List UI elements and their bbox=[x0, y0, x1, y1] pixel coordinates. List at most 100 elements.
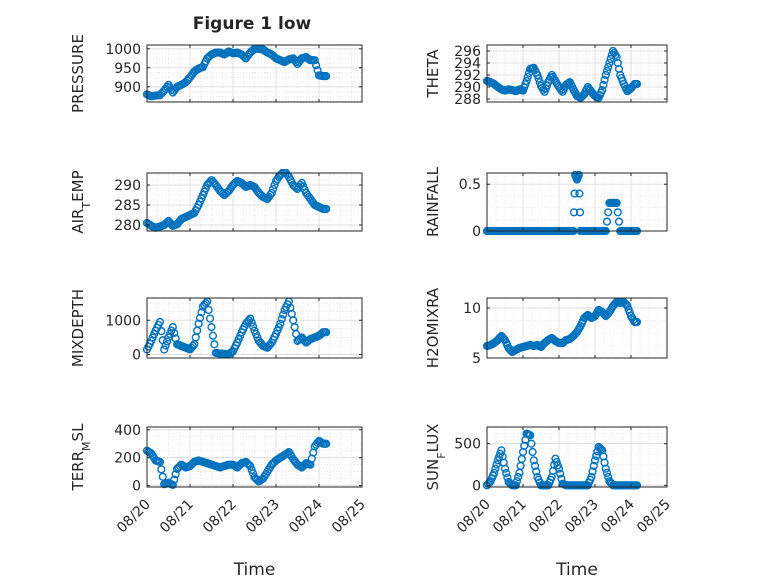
data-point bbox=[207, 323, 216, 332]
data-point bbox=[604, 208, 613, 217]
y-axis-label: AIRTEMP bbox=[69, 170, 93, 233]
data-point bbox=[632, 481, 642, 490]
data-point bbox=[253, 475, 262, 485]
data-point bbox=[514, 472, 523, 482]
data-point bbox=[612, 198, 621, 208]
subplot-6: 5 10 H2OMIXRA bbox=[424, 287, 668, 368]
data-point bbox=[171, 470, 180, 479]
series-points bbox=[143, 44, 331, 101]
y-tick-label: 294 bbox=[454, 56, 481, 72]
data-point bbox=[492, 460, 501, 469]
y-tick-label: 0 bbox=[472, 478, 481, 494]
axes-box bbox=[146, 172, 363, 232]
data-point bbox=[160, 345, 169, 354]
data-point bbox=[485, 478, 494, 487]
y-tick-label: 400 bbox=[114, 423, 141, 439]
data-point bbox=[269, 184, 278, 194]
data-point bbox=[632, 79, 642, 89]
data-point bbox=[162, 218, 172, 227]
data-point bbox=[162, 337, 172, 346]
data-point bbox=[155, 457, 165, 466]
data-point bbox=[614, 217, 624, 226]
data-point bbox=[556, 469, 565, 478]
data-point bbox=[569, 208, 579, 217]
data-point bbox=[499, 334, 508, 343]
axes-box bbox=[486, 426, 668, 488]
data-point bbox=[602, 66, 612, 76]
data-point bbox=[598, 85, 607, 95]
axes-box bbox=[486, 172, 668, 232]
data-point bbox=[194, 319, 203, 328]
data-point bbox=[533, 70, 542, 80]
data-point bbox=[157, 327, 166, 336]
data-point bbox=[529, 456, 538, 465]
data-point bbox=[527, 439, 536, 448]
y-tick-label: 500 bbox=[454, 437, 481, 453]
y-tick-label: 290 bbox=[114, 178, 141, 194]
y-tick-label: 0 bbox=[472, 224, 481, 240]
data-point bbox=[158, 472, 167, 481]
y-tick-label: 10 bbox=[463, 301, 481, 317]
data-point bbox=[622, 300, 631, 309]
data-point bbox=[276, 319, 285, 328]
data-point bbox=[595, 444, 604, 453]
data-point bbox=[188, 341, 197, 351]
data-point bbox=[554, 464, 564, 473]
x-axis-label: Time bbox=[555, 560, 598, 580]
data-point bbox=[205, 314, 215, 323]
series-points bbox=[483, 46, 642, 102]
data-point bbox=[500, 464, 510, 473]
y-axis-label: MIXDEPTH bbox=[69, 289, 87, 367]
y-tick-label: 5 bbox=[472, 351, 481, 367]
data-point bbox=[632, 317, 642, 327]
data-point bbox=[277, 315, 286, 324]
data-point bbox=[602, 217, 612, 226]
axes-box bbox=[146, 297, 363, 359]
data-point bbox=[604, 62, 613, 72]
y-axis-label: RAINFALL bbox=[424, 166, 442, 237]
data-point bbox=[532, 467, 541, 476]
data-point bbox=[570, 189, 579, 198]
data-point bbox=[530, 461, 540, 470]
data-point bbox=[522, 76, 531, 86]
data-point bbox=[526, 431, 535, 440]
y-tick-label: 1000 bbox=[105, 42, 141, 58]
data-point bbox=[170, 328, 179, 337]
x-axis-label: Time bbox=[233, 560, 276, 580]
data-point bbox=[588, 467, 597, 476]
data-point bbox=[248, 322, 258, 331]
y-tick-label: 296 bbox=[454, 44, 481, 60]
data-point bbox=[502, 469, 511, 478]
data-point bbox=[247, 465, 256, 474]
data-point bbox=[613, 208, 622, 217]
data-point bbox=[279, 310, 288, 319]
y-tick-label: 290 bbox=[454, 80, 481, 96]
data-point bbox=[322, 328, 331, 337]
data-point bbox=[605, 58, 614, 68]
subplot-4: 0 0.5 RAINFALL bbox=[424, 166, 668, 240]
axes-box bbox=[486, 297, 668, 359]
data-point bbox=[590, 456, 600, 465]
data-point bbox=[201, 299, 210, 308]
data-point bbox=[600, 75, 609, 85]
data-point bbox=[601, 70, 610, 80]
subplot-3: 280 285 290 AIRTEMP bbox=[69, 169, 363, 234]
y-tick-label: 280 bbox=[114, 218, 141, 234]
data-point bbox=[589, 461, 598, 470]
data-point bbox=[291, 57, 301, 67]
y-tick-label: 1000 bbox=[105, 313, 141, 329]
axes-box bbox=[146, 44, 363, 103]
y-tick-label: 0 bbox=[132, 348, 141, 364]
data-point bbox=[161, 341, 170, 350]
subplot-5: 0 1000 MIXDEPTH bbox=[69, 289, 363, 367]
data-point bbox=[155, 317, 165, 327]
data-point bbox=[490, 468, 499, 477]
series-points bbox=[483, 429, 642, 490]
data-point bbox=[168, 480, 177, 490]
y-axis-label: PRESSURE bbox=[69, 34, 87, 113]
data-point bbox=[575, 208, 585, 217]
data-point bbox=[575, 189, 584, 198]
series-points bbox=[143, 169, 331, 232]
y-axis-label: H2OMIXRA bbox=[424, 287, 442, 368]
data-point bbox=[157, 465, 166, 474]
